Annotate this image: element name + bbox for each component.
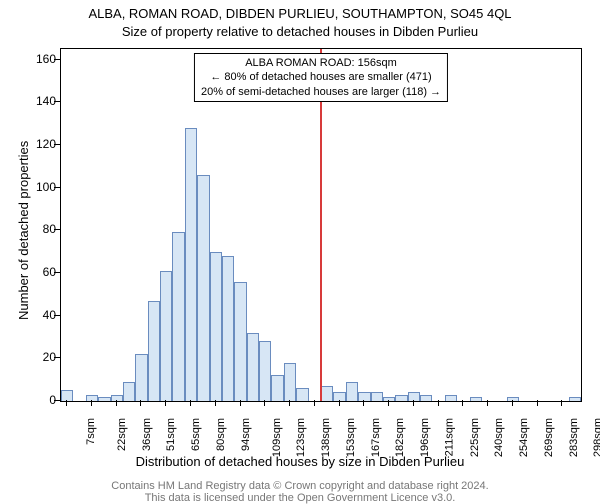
histogram-bar bbox=[321, 386, 333, 401]
x-tick-mark bbox=[165, 400, 166, 406]
chart-title-sub: Size of property relative to detached ho… bbox=[0, 24, 600, 39]
x-tick-label: 22sqm bbox=[116, 418, 128, 451]
histogram-bar bbox=[197, 175, 209, 401]
x-tick-mark bbox=[91, 400, 92, 406]
x-tick-label: 65sqm bbox=[190, 418, 202, 451]
plot-area: ALBA ROMAN ROAD: 156sqm ← 80% of detache… bbox=[60, 48, 582, 402]
histogram-bar bbox=[271, 375, 283, 401]
x-tick-label: 80sqm bbox=[215, 418, 227, 451]
chart-container: ALBA, ROMAN ROAD, DIBDEN PURLIEU, SOUTHA… bbox=[0, 0, 600, 500]
x-tick-mark bbox=[512, 400, 513, 406]
x-tick-label: 123sqm bbox=[295, 418, 307, 457]
histogram-bar bbox=[61, 390, 73, 401]
x-tick-label: 298sqm bbox=[593, 418, 600, 457]
histogram-bar bbox=[507, 397, 519, 401]
histogram-bar bbox=[420, 395, 432, 401]
histogram-bar bbox=[346, 382, 358, 401]
x-tick-label: 109sqm bbox=[271, 418, 283, 457]
x-tick-label: 182sqm bbox=[394, 418, 406, 457]
histogram-bar bbox=[98, 397, 110, 401]
x-tick-label: 51sqm bbox=[166, 418, 178, 451]
x-tick-label: 138sqm bbox=[320, 418, 332, 457]
y-tick-label: 140 bbox=[26, 94, 56, 108]
x-tick-mark bbox=[438, 400, 439, 406]
x-tick-mark bbox=[66, 400, 67, 406]
y-tick-label: 60 bbox=[26, 265, 56, 279]
x-tick-mark bbox=[116, 400, 117, 406]
histogram-bar bbox=[234, 282, 246, 401]
annotation-line-3: 20% of semi-detached houses are larger (… bbox=[201, 85, 441, 99]
x-tick-mark bbox=[462, 400, 463, 406]
y-tick-label: 0 bbox=[26, 393, 56, 407]
histogram-bar bbox=[333, 392, 345, 401]
x-axis-label: Distribution of detached houses by size … bbox=[0, 454, 600, 469]
annotation-box: ALBA ROMAN ROAD: 156sqm ← 80% of detache… bbox=[194, 53, 448, 102]
x-tick-mark bbox=[388, 400, 389, 406]
x-tick-mark bbox=[314, 400, 315, 406]
x-tick-mark bbox=[363, 400, 364, 406]
histogram-bar bbox=[86, 395, 98, 401]
histogram-bar bbox=[470, 397, 482, 401]
histogram-bar bbox=[395, 395, 407, 401]
x-tick-mark bbox=[140, 400, 141, 406]
histogram-bar bbox=[148, 301, 160, 401]
x-tick-label: 269sqm bbox=[543, 418, 555, 457]
x-tick-mark bbox=[264, 400, 265, 406]
footer-text: Contains HM Land Registry data © Crown c… bbox=[0, 480, 600, 504]
x-tick-mark bbox=[487, 400, 488, 406]
x-tick-label: 196sqm bbox=[419, 418, 431, 457]
chart-title-main: ALBA, ROMAN ROAD, DIBDEN PURLIEU, SOUTHA… bbox=[0, 6, 600, 21]
y-tick-label: 160 bbox=[26, 52, 56, 66]
x-tick-label: 7sqm bbox=[85, 418, 97, 445]
x-tick-label: 94sqm bbox=[240, 418, 252, 451]
histogram-bar bbox=[222, 256, 234, 401]
y-tick-label: 40 bbox=[26, 308, 56, 322]
annotation-line-1: ALBA ROMAN ROAD: 156sqm bbox=[201, 56, 441, 70]
x-tick-label: 211sqm bbox=[443, 418, 455, 456]
histogram-bar bbox=[445, 395, 457, 401]
histogram-bar bbox=[247, 333, 259, 401]
histogram-bar bbox=[172, 232, 184, 401]
histogram-bar bbox=[123, 382, 135, 401]
histogram-bar bbox=[210, 252, 222, 401]
y-tick-label: 120 bbox=[26, 137, 56, 151]
histogram-bar bbox=[371, 392, 383, 401]
histogram-bar bbox=[259, 341, 271, 401]
histogram-bar bbox=[284, 363, 296, 401]
x-tick-label: 36sqm bbox=[141, 418, 153, 451]
annotation-line-2: ← 80% of detached houses are smaller (47… bbox=[201, 70, 441, 84]
histogram-bar bbox=[296, 388, 308, 401]
histogram-bar bbox=[111, 395, 123, 401]
histogram-bar bbox=[569, 397, 581, 401]
histogram-bar bbox=[185, 128, 197, 401]
y-tick-label: 80 bbox=[26, 222, 56, 236]
histogram-bar bbox=[358, 392, 370, 401]
histogram-bar bbox=[135, 354, 147, 401]
x-tick-mark bbox=[537, 400, 538, 406]
x-tick-mark bbox=[190, 400, 191, 406]
x-tick-mark bbox=[240, 400, 241, 406]
x-tick-label: 240sqm bbox=[494, 418, 506, 457]
footer-line-1: Contains HM Land Registry data © Crown c… bbox=[111, 480, 488, 492]
x-tick-label: 167sqm bbox=[370, 418, 382, 457]
x-tick-mark bbox=[413, 400, 414, 406]
y-tick-label: 100 bbox=[26, 180, 56, 194]
footer-line-2: This data is licensed under the Open Gov… bbox=[145, 492, 456, 504]
histogram-bar bbox=[408, 392, 420, 401]
x-tick-mark bbox=[339, 400, 340, 406]
x-tick-mark bbox=[215, 400, 216, 406]
x-tick-label: 283sqm bbox=[568, 418, 580, 457]
x-tick-mark bbox=[561, 400, 562, 406]
x-tick-label: 225sqm bbox=[469, 418, 481, 457]
histogram-bar bbox=[160, 271, 172, 401]
y-tick-label: 20 bbox=[26, 350, 56, 364]
x-tick-label: 153sqm bbox=[345, 418, 357, 457]
x-tick-mark bbox=[289, 400, 290, 406]
x-tick-label: 254sqm bbox=[518, 418, 530, 457]
